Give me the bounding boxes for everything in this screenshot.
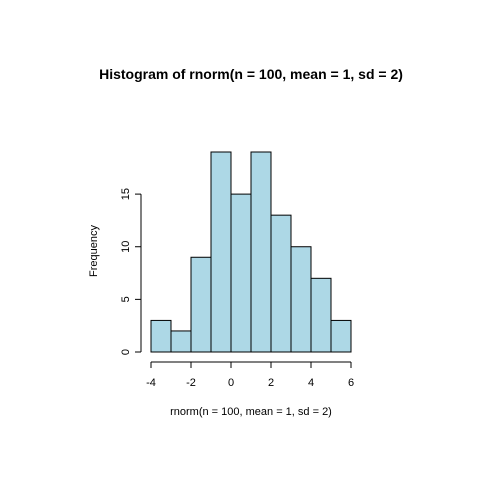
chart-title: Histogram of rnorm(n = 100, mean = 1, sd… — [99, 66, 403, 82]
y-tick-label: 10 — [120, 241, 132, 253]
histogram-bar — [250, 151, 272, 353]
x-tick-label: 0 — [228, 377, 234, 389]
histogram-bar — [190, 256, 212, 353]
x-tick-label: 2 — [268, 377, 274, 389]
histogram-bar — [290, 246, 312, 353]
x-tick-label: -2 — [186, 377, 196, 389]
histogram-bar — [230, 193, 252, 353]
x-tick-label: 4 — [308, 377, 314, 389]
x-axis: -4 -2 0 2 4 6 — [146, 361, 354, 389]
x-axis-label: rnorm(n = 100, mean = 1, sd = 2) — [170, 406, 332, 418]
histogram-bar — [310, 277, 332, 353]
y-tick-label: 0 — [120, 349, 132, 355]
histogram-bar — [330, 319, 352, 353]
y-tick-label: 15 — [120, 188, 132, 200]
histogram-bars — [150, 151, 352, 353]
histogram-bar — [210, 151, 232, 353]
y-axis-label: Frequency — [88, 225, 100, 277]
y-tick-label: 5 — [120, 296, 132, 302]
histogram-bar — [170, 330, 192, 353]
x-tick-label: -4 — [146, 377, 156, 389]
histogram-bar — [270, 214, 292, 353]
histogram-bar — [150, 319, 172, 353]
y-axis: 0 5 10 15 — [120, 188, 142, 355]
x-tick-label: 6 — [348, 377, 354, 389]
